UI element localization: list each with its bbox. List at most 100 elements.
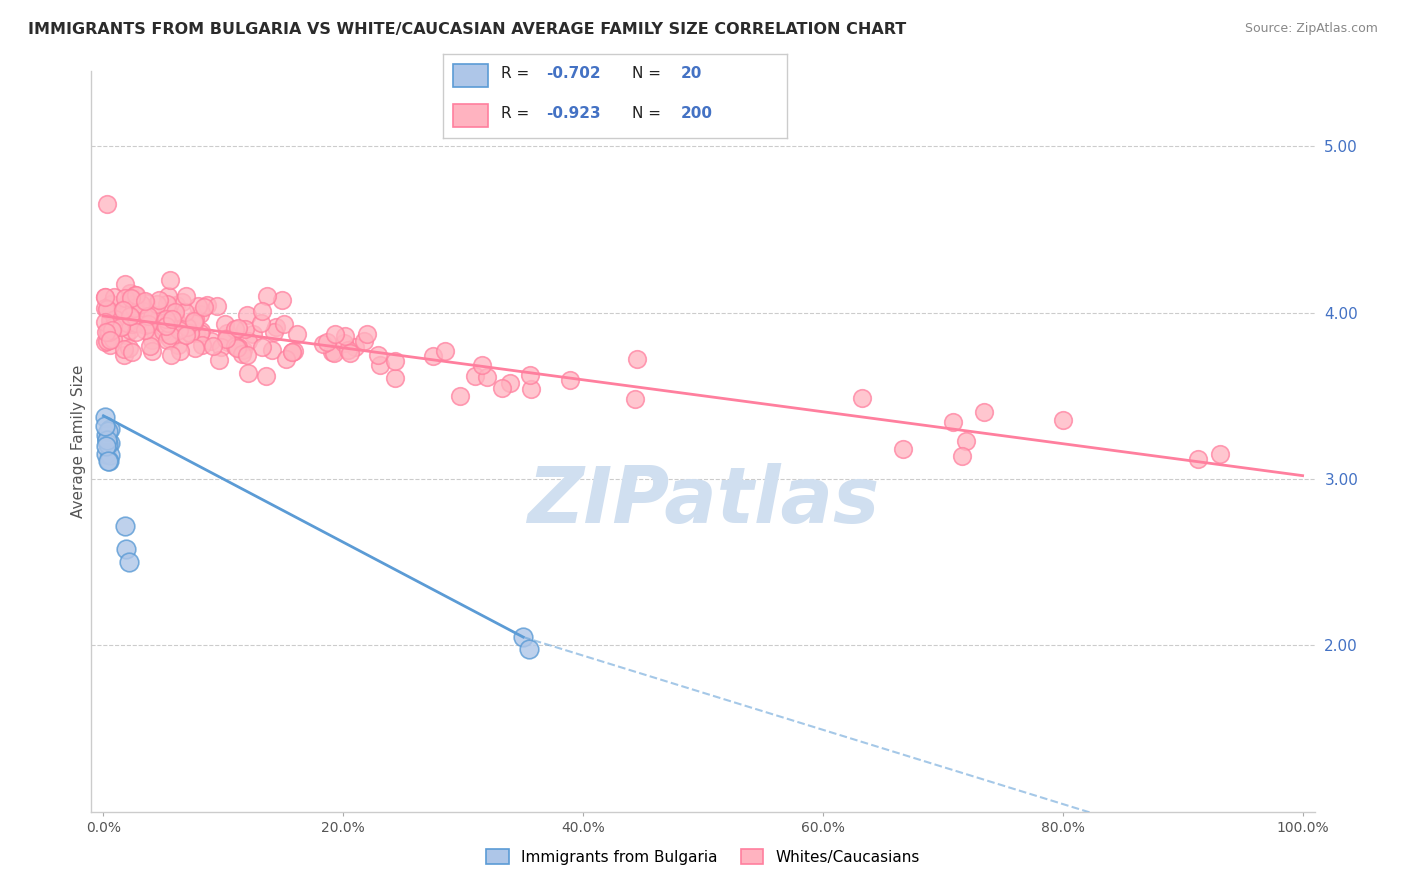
- Point: [321, 344, 343, 359]
- Text: 200: 200: [681, 106, 713, 121]
- Text: R =: R =: [502, 66, 534, 81]
- Point: [117, 555, 139, 569]
- Text: R =: R =: [502, 106, 534, 121]
- Y-axis label: Average Family Size: Average Family Size: [70, 365, 86, 518]
- Point: [264, 320, 287, 334]
- Point: [190, 324, 212, 338]
- Point: [93, 410, 115, 425]
- Point: [104, 312, 127, 326]
- Point: [124, 288, 146, 302]
- Point: [333, 328, 356, 343]
- Point: [422, 349, 444, 363]
- Point: [124, 287, 146, 301]
- Point: [491, 381, 513, 395]
- Point: [141, 310, 163, 324]
- Point: [263, 325, 285, 339]
- Point: [136, 318, 159, 332]
- Point: [285, 327, 308, 342]
- Point: [98, 333, 121, 347]
- Point: [188, 307, 211, 321]
- Point: [124, 306, 146, 320]
- Point: [135, 296, 157, 310]
- Point: [97, 303, 120, 318]
- Point: [190, 326, 212, 341]
- Point: [114, 277, 136, 292]
- Point: [96, 325, 118, 339]
- Point: [97, 325, 120, 339]
- Point: [368, 358, 391, 372]
- Point: [118, 285, 141, 300]
- Point: [1209, 447, 1232, 461]
- Point: [165, 307, 187, 321]
- Point: [152, 316, 174, 330]
- Point: [96, 432, 118, 446]
- Point: [94, 439, 117, 453]
- Point: [100, 304, 122, 318]
- Point: [98, 454, 121, 468]
- Point: [183, 317, 205, 331]
- Point: [215, 326, 238, 340]
- Point: [143, 326, 166, 340]
- Point: [114, 312, 136, 326]
- Point: [558, 373, 581, 387]
- Point: [174, 327, 197, 342]
- Point: [96, 302, 118, 317]
- Point: [159, 273, 181, 287]
- FancyBboxPatch shape: [453, 63, 488, 87]
- Point: [499, 376, 522, 390]
- Point: [470, 358, 492, 372]
- Point: [209, 340, 232, 354]
- Point: [98, 435, 121, 450]
- Point: [97, 326, 120, 340]
- Point: [217, 334, 239, 349]
- Point: [891, 442, 914, 456]
- Point: [176, 289, 198, 303]
- Point: [96, 433, 118, 447]
- Point: [159, 328, 181, 343]
- Point: [124, 300, 146, 314]
- Point: [122, 292, 145, 306]
- Point: [114, 308, 136, 322]
- Point: [94, 428, 117, 442]
- Point: [165, 298, 187, 312]
- Point: [141, 316, 163, 330]
- Point: [134, 318, 156, 333]
- Point: [464, 369, 486, 384]
- Point: [114, 328, 136, 343]
- Point: [169, 344, 191, 359]
- Point: [333, 335, 356, 350]
- Point: [250, 341, 273, 355]
- Point: [94, 315, 117, 329]
- Point: [129, 296, 152, 310]
- Point: [129, 311, 152, 326]
- Point: [224, 338, 246, 352]
- Point: [950, 449, 973, 463]
- Point: [623, 392, 645, 406]
- Point: [112, 302, 135, 317]
- Point: [112, 318, 135, 333]
- Point: [434, 343, 457, 358]
- Point: [142, 315, 165, 329]
- Point: [626, 351, 648, 366]
- Point: [112, 343, 135, 357]
- Point: [115, 316, 138, 330]
- Point: [159, 332, 181, 346]
- Point: [281, 345, 304, 359]
- Point: [97, 437, 120, 451]
- Point: [94, 447, 117, 461]
- Point: [520, 382, 543, 396]
- Point: [125, 307, 148, 321]
- Point: [232, 343, 254, 357]
- Point: [339, 346, 361, 360]
- Point: [100, 323, 122, 337]
- Point: [205, 299, 228, 313]
- Text: N =: N =: [633, 106, 666, 121]
- Point: [94, 290, 117, 304]
- Point: [129, 304, 152, 318]
- Point: [127, 310, 149, 325]
- Point: [148, 293, 170, 307]
- Point: [942, 415, 965, 429]
- Point: [118, 323, 141, 337]
- Point: [159, 348, 181, 362]
- Point: [94, 290, 117, 304]
